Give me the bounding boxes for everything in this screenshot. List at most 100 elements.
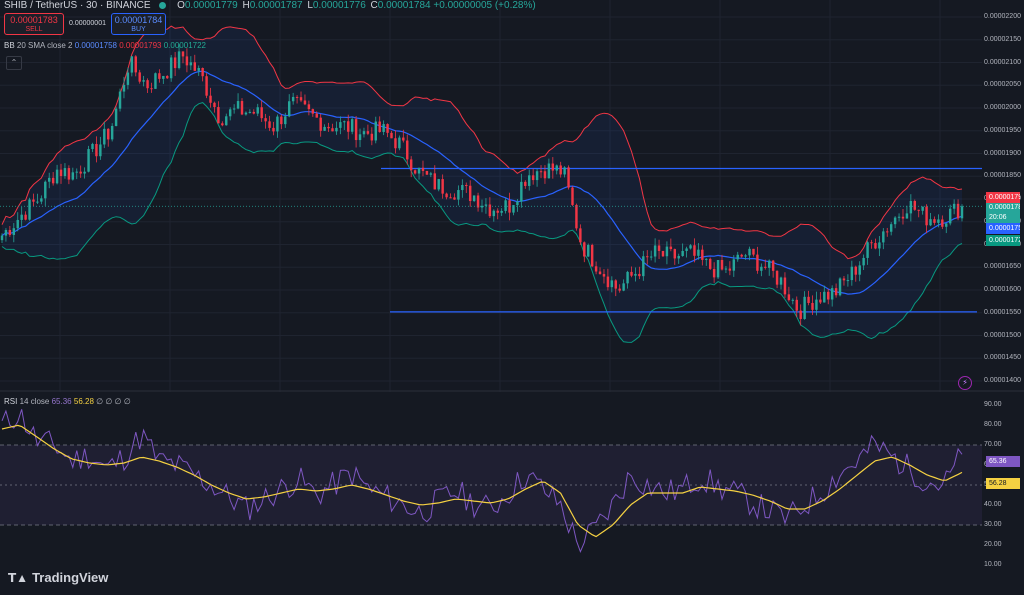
candle-body [284,116,287,125]
candle-body [354,119,358,141]
rsi-axis-label: 20.00 [984,541,1002,548]
rsi-axis-label: 10.00 [984,561,1002,568]
rsi-ma-line [1,424,963,538]
rsi-axis-label: 70.00 [984,441,1002,448]
candle-body [107,128,110,140]
candle-body [32,199,35,202]
open-label: O [177,0,185,11]
candle-body [51,177,55,184]
candle-body [602,274,606,277]
candle-body [99,144,102,157]
candle-body [756,254,759,271]
candle-body [610,280,614,288]
candle-body [539,171,543,173]
candle-body [366,131,370,134]
candle-body [287,101,291,117]
buy-label: BUY [131,26,146,33]
candle-body [775,270,779,285]
candle-body [36,201,39,203]
candle-body [882,231,885,243]
candle-body [496,210,499,213]
candle-body [846,280,850,282]
rsi-value: 65.36 [51,397,72,406]
symbol-title[interactable]: SHIB / TetherUS · 30 · BINANCE [4,0,151,11]
candle-body [948,208,952,224]
candle-body [114,108,118,126]
candle-body [63,168,67,177]
candle-body [653,245,657,257]
candle-body [142,80,145,82]
candle-body [708,258,712,269]
price-axis-label: 0.00002150 [984,35,1021,43]
lightning-icon[interactable]: ⚡ [958,376,972,390]
candle-body [457,190,460,200]
candle-body [815,299,818,310]
price-axis-label: 0.00001550 [984,308,1021,316]
bb-lower-tag: 0.00001722 [986,235,1020,246]
candle-body [154,73,157,89]
bb-upper-tag: 0.00001793 [986,192,1020,203]
candle-body [567,167,570,188]
candle-body [138,72,141,82]
candle-body [732,259,736,271]
candle-body [402,137,405,141]
candle-body [331,128,334,132]
low-label: L [307,0,313,11]
candle-body [724,268,728,270]
candle-body [830,288,834,300]
candle-body [16,219,19,229]
tradingview-logo[interactable]: ꓔ▲ TradingView [8,570,108,585]
price-chart-canvas[interactable] [0,0,1024,392]
candle-body [118,91,122,109]
candle-body [44,181,47,199]
candle-body [240,101,244,115]
candle-body [559,165,562,175]
candle-body [425,170,429,175]
buy-button[interactable]: 0.00001784 BUY [111,13,166,35]
candle-body [421,167,425,171]
candle-body [811,302,814,310]
high-label: H [242,0,250,11]
candle-body [858,265,861,275]
candle-body [638,273,641,277]
candle-body [209,95,212,103]
candle-body [748,248,751,256]
candle-body [508,200,511,213]
candle-body [921,206,924,211]
rsi-axis-label: 80.00 [984,421,1002,428]
candle-body [886,231,889,233]
candle-body [618,288,621,291]
candle-body [889,224,893,232]
sell-button[interactable]: 0.00001783 SELL [4,13,64,35]
bb-legend[interactable]: BB 20 SMA close 2 0.00001758 0.00001793 … [4,41,206,51]
rsi-name: RSI [4,397,18,406]
candle-body [91,143,94,150]
rsi-legend[interactable]: RSI 14 close 65.36 56.28 ∅ ∅ ∅ ∅ [4,397,131,407]
collapse-legend-icon[interactable]: ⌃ [6,56,22,70]
candle-body [945,223,948,227]
candle-body [280,116,283,125]
market-status-icon [159,1,167,9]
candle-body [842,278,846,281]
candle-body [244,112,248,115]
candle-body [901,216,905,219]
candle-body [527,175,531,186]
candle-body [634,273,637,276]
rsi-axis-label: 30.00 [984,521,1002,528]
candle-body [441,179,444,194]
candle-body [236,101,240,109]
candle-body [12,228,16,235]
price-axis-label: 0.00001950 [984,126,1021,134]
price-axis-label: 0.00001450 [984,354,1021,362]
low-value: 0.00001776 [312,0,366,11]
candle-body [158,73,161,79]
tradingview-logo-icon: ꓔ▲ [8,571,29,585]
candle-body [358,134,362,141]
candle-body [878,242,881,249]
candle-body [189,62,193,66]
candle-body [925,206,928,226]
rsi-chart-canvas[interactable] [0,392,1024,595]
bb-band-fill [2,26,962,343]
symbol-legend: SHIB / TetherUS · 30 · BINANCE O 0.000017… [4,0,536,12]
